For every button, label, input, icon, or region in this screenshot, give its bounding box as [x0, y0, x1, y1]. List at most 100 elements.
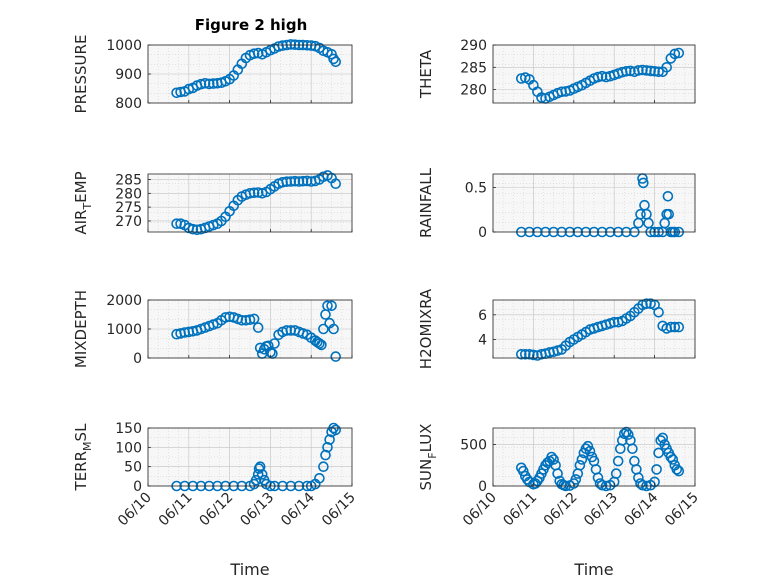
data-point [594, 478, 606, 489]
data-point [616, 435, 628, 446]
data-point [330, 178, 342, 189]
data-point [620, 66, 632, 77]
data-point [673, 321, 685, 333]
y-tick-label: 100 [115, 440, 142, 456]
data-point [316, 339, 327, 351]
x-axis-label: Time [229, 560, 269, 579]
axes-box [492, 427, 696, 487]
data-point [248, 313, 260, 325]
axes-box [492, 299, 696, 359]
y-tick-label: 285 [115, 173, 142, 189]
data-point [596, 70, 608, 82]
y-tick-label: 280 [115, 186, 142, 202]
data-point [515, 348, 527, 360]
data-point [625, 65, 636, 77]
data-point [252, 187, 264, 198]
data-point [662, 191, 674, 202]
y-tick-label: 800 [115, 96, 142, 112]
axes-box [147, 427, 353, 487]
data-point [328, 53, 339, 65]
data-point [612, 455, 624, 467]
data-point [289, 175, 301, 187]
data-point [667, 454, 679, 465]
data-point [570, 474, 582, 485]
y-axis-label: AIRTEMP [72, 171, 94, 234]
data-point [528, 349, 539, 361]
y-axis-label: TERRMSL [72, 423, 94, 492]
data-point [314, 338, 325, 349]
subplot-sun-flux: 0 500 SUNFLUX 06/10 06/11 06/12 06/13 06/14 06/1… [417, 424, 702, 579]
data-point [256, 469, 268, 480]
y-tick-label: 50 [124, 460, 142, 476]
data-series [515, 298, 685, 361]
data-series [171, 300, 342, 362]
y-axis-label: PRESSURE [72, 35, 90, 114]
y-axis-label: THETA [417, 49, 435, 99]
data-point [517, 465, 529, 477]
data-point [635, 478, 646, 489]
data-point [673, 47, 685, 59]
x-tick-label: 06/10 [460, 490, 500, 530]
x-tick-label: 06/15 [319, 490, 359, 530]
data-point [653, 306, 664, 318]
y-tick-label: 1000 [106, 322, 142, 338]
y-tick-label: 0.5 [465, 180, 487, 196]
y-tick-label: 270 [115, 214, 142, 230]
y-axis-label: MIXDEPTH [72, 290, 90, 368]
data-series [171, 39, 342, 99]
y-tick-label: 6 [478, 308, 487, 324]
data-point [244, 314, 256, 326]
data-point [641, 65, 652, 76]
data-point [653, 66, 664, 78]
y-tick-label: 0 [133, 479, 142, 495]
y-tick-label: 1000 [106, 38, 142, 54]
data-point [596, 479, 608, 491]
data-point [301, 175, 313, 187]
data-point [252, 322, 264, 333]
x-tick-label: 06/13 [581, 490, 621, 530]
data-point [324, 434, 335, 445]
data-point [220, 312, 231, 323]
data-point [322, 441, 333, 453]
data-point [254, 461, 266, 473]
data-point [524, 348, 535, 360]
data-point [627, 443, 638, 455]
subplot-mixdepth: 0 1000 2000 MIXDEPTH [72, 290, 353, 368]
y-tick-label: 0 [478, 225, 487, 241]
data-point [663, 208, 675, 220]
data-series [515, 47, 685, 104]
x-tick-label: 06/10 [115, 490, 155, 530]
data-point [330, 56, 342, 68]
data-point [320, 449, 331, 461]
axes-box [492, 173, 696, 233]
y-axis-label: RAINFALL [417, 167, 435, 238]
data-point [208, 78, 219, 89]
figure-title: Figure 2 high [195, 16, 308, 34]
x-tick-label: 06/14 [278, 489, 318, 529]
data-point [622, 429, 634, 440]
data-point [536, 92, 547, 103]
y-tick-label: 0 [133, 351, 142, 367]
data-point [546, 451, 557, 463]
data-point [651, 464, 662, 475]
data-point [665, 451, 677, 463]
y-axis-label: SUNFLUX [417, 424, 439, 491]
data-point [250, 474, 262, 486]
data-point [669, 321, 681, 333]
data-point [582, 440, 594, 452]
data-point [633, 65, 644, 76]
data-point [661, 62, 673, 73]
y-tick-label: 275 [115, 200, 142, 216]
data-point [552, 468, 563, 479]
data-point [248, 187, 260, 199]
data-point [637, 479, 648, 491]
data-point [645, 65, 656, 77]
data-point [252, 469, 264, 480]
y-tick-label: 290 [460, 38, 487, 54]
x-tick-label: 06/11 [500, 490, 540, 530]
data-point [293, 176, 305, 187]
data-point [269, 338, 280, 349]
